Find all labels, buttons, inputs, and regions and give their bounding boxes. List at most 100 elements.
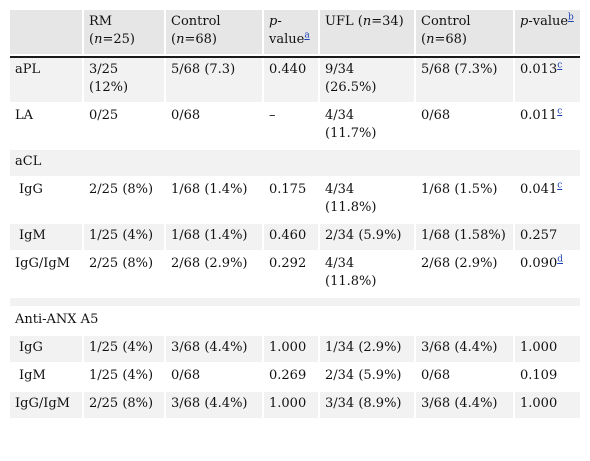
p-value-2: 0.011c bbox=[514, 103, 580, 150]
table-row: IgM 1/25 (4%) 1/68 (1.4%) 0.460 2/34 (5.… bbox=[10, 223, 580, 252]
control-1-value: 2/68 (2.9%) bbox=[165, 251, 264, 298]
control-1-value: 1/68 (1.4%) bbox=[165, 177, 264, 224]
ufl-value: 2/34 (5.9%) bbox=[319, 363, 416, 392]
header-blank bbox=[10, 10, 84, 56]
header-p-1-p: p bbox=[269, 14, 278, 29]
p-value-2: 0.013c bbox=[514, 57, 580, 104]
header-p-value-2: p-valueb bbox=[514, 10, 580, 56]
table-body: aPL 3/25 (12%) 5/68 (7.3) 0.440 9/34 (26… bbox=[10, 57, 580, 420]
header-row: RM (n=25) Control (n=68) p-valuea UFL (n… bbox=[10, 10, 580, 56]
row-label: IgM bbox=[10, 363, 84, 392]
header-p-2-p: p bbox=[520, 14, 529, 29]
control-2-value: 3/68 (4.4%) bbox=[415, 391, 515, 420]
ufl-value: 1/34 (2.9%) bbox=[319, 335, 416, 364]
header-rule bbox=[10, 55, 580, 58]
ufl-value: 2/34 (5.9%) bbox=[319, 223, 416, 252]
footnote-link-a[interactable]: a bbox=[304, 30, 310, 41]
control-1-value: 0/68 bbox=[165, 103, 264, 150]
p-value-2-number: 0.011 bbox=[520, 108, 558, 123]
header-control-2-post: =68) bbox=[434, 32, 467, 47]
control-2-value: 0/68 bbox=[415, 363, 515, 392]
footnote-link-c[interactable]: c bbox=[557, 60, 563, 71]
section-label: aCL bbox=[10, 149, 580, 178]
header-rule-cell bbox=[10, 55, 580, 58]
table-row: IgG 2/25 (8%) 1/68 (1.4%) 0.175 4/34 (11… bbox=[10, 177, 580, 224]
header-ufl-pre: UFL ( bbox=[325, 14, 363, 29]
spacer-cell bbox=[10, 297, 580, 308]
rm-value: 1/25 (4%) bbox=[83, 335, 166, 364]
header-ufl-post: =34) bbox=[371, 14, 404, 29]
control-1-value: 0/68 bbox=[165, 363, 264, 392]
row-label: IgG bbox=[10, 177, 84, 224]
p-value-1: 1.000 bbox=[263, 391, 320, 420]
p-value-1: – bbox=[263, 103, 320, 150]
control-1-value: 5/68 (7.3) bbox=[165, 57, 264, 104]
table-row: aPL 3/25 (12%) 5/68 (7.3) 0.440 9/34 (26… bbox=[10, 57, 580, 104]
header-p-value-1: p-valuea bbox=[263, 10, 320, 56]
rm-value: 3/25 (12%) bbox=[83, 57, 166, 104]
table-row: IgG/IgM 2/25 (8%) 2/68 (2.9%) 0.292 4/34… bbox=[10, 251, 580, 298]
header-control-2-n: n bbox=[426, 32, 435, 47]
rm-value: 1/25 (4%) bbox=[83, 223, 166, 252]
table-header: RM (n=25) Control (n=68) p-valuea UFL (n… bbox=[10, 10, 580, 58]
row-label: IgG bbox=[10, 335, 84, 364]
p-value-2: 1.000 bbox=[514, 391, 580, 420]
p-value-1: 0.460 bbox=[263, 223, 320, 252]
control-1-value: 1/68 (1.4%) bbox=[165, 223, 264, 252]
section-label: Anti-ANX A5 bbox=[10, 307, 580, 336]
p-value-1: 0.440 bbox=[263, 57, 320, 104]
antibody-table: RM (n=25) Control (n=68) p-valuea UFL (n… bbox=[10, 10, 580, 420]
row-label: IgG/IgM bbox=[10, 251, 84, 298]
header-p-2-post: -value bbox=[528, 14, 569, 29]
rm-value: 2/25 (8%) bbox=[83, 251, 166, 298]
control-1-value: 3/68 (4.4%) bbox=[165, 391, 264, 420]
section-row-anti-anx-a5: Anti-ANX A5 bbox=[10, 307, 580, 336]
row-label: IgG/IgM bbox=[10, 391, 84, 420]
header-rm-pre: RM ( bbox=[89, 14, 113, 47]
header-control-1-pre: Control ( bbox=[171, 14, 221, 47]
control-1-value: 3/68 (4.4%) bbox=[165, 335, 264, 364]
footnote-link-d[interactable]: d bbox=[557, 254, 563, 265]
control-2-value: 5/68 (7.3%) bbox=[415, 57, 515, 104]
table-row: LA 0/25 0/68 – 4/34 (11.7%) 0/68 0.011c bbox=[10, 103, 580, 150]
control-2-value: 3/68 (4.4%) bbox=[415, 335, 515, 364]
p-value-2-number: 0.013 bbox=[520, 62, 558, 77]
footnote-link-c[interactable]: c bbox=[557, 106, 563, 117]
p-value-1: 0.292 bbox=[263, 251, 320, 298]
p-value-1: 0.269 bbox=[263, 363, 320, 392]
p-value-2-number: 0.090 bbox=[520, 256, 558, 271]
header-p-1-post: -value bbox=[269, 14, 305, 47]
ufl-value: 4/34 (11.7%) bbox=[319, 103, 416, 150]
ufl-value: 9/34 (26.5%) bbox=[319, 57, 416, 104]
header-control-2: Control (n=68) bbox=[415, 10, 515, 56]
header-ufl-n: n bbox=[362, 14, 372, 29]
header-rm: RM (n=25) bbox=[83, 10, 166, 56]
control-2-value: 0/68 bbox=[415, 103, 515, 150]
row-label: IgM bbox=[10, 223, 84, 252]
header-rm-n: n bbox=[94, 32, 103, 47]
ufl-value: 3/34 (8.9%) bbox=[319, 391, 416, 420]
table-row: IgG 1/25 (4%) 3/68 (4.4%) 1.000 1/34 (2.… bbox=[10, 335, 580, 364]
p-value-2: 0.257 bbox=[514, 223, 580, 252]
header-control-2-pre: Control ( bbox=[421, 14, 471, 47]
control-2-value: 1/68 (1.5%) bbox=[415, 177, 515, 224]
footnote-link-b[interactable]: b bbox=[568, 12, 574, 23]
row-label: LA bbox=[10, 103, 84, 150]
header-control-1: Control (n=68) bbox=[165, 10, 264, 56]
header-ufl: UFL (n=34) bbox=[319, 10, 416, 56]
header-control-1-n: n bbox=[176, 32, 185, 47]
control-2-value: 2/68 (2.9%) bbox=[415, 251, 515, 298]
ufl-value: 4/34 (11.8%) bbox=[319, 251, 416, 298]
rm-value: 1/25 (4%) bbox=[83, 363, 166, 392]
table-row: IgM 1/25 (4%) 0/68 0.269 2/34 (5.9%) 0/6… bbox=[10, 363, 580, 392]
rm-value: 0/25 bbox=[83, 103, 166, 150]
p-value-2-number: 0.041 bbox=[520, 182, 558, 197]
footnote-link-c[interactable]: c bbox=[557, 180, 563, 191]
control-2-value: 1/68 (1.58%) bbox=[415, 223, 515, 252]
section-row-acl: aCL bbox=[10, 149, 580, 178]
rm-value: 2/25 (8%) bbox=[83, 177, 166, 224]
row-label: aPL bbox=[10, 57, 84, 104]
header-control-1-post: =68) bbox=[184, 32, 217, 47]
p-value-2: 1.000 bbox=[514, 335, 580, 364]
p-value-1: 1.000 bbox=[263, 335, 320, 364]
